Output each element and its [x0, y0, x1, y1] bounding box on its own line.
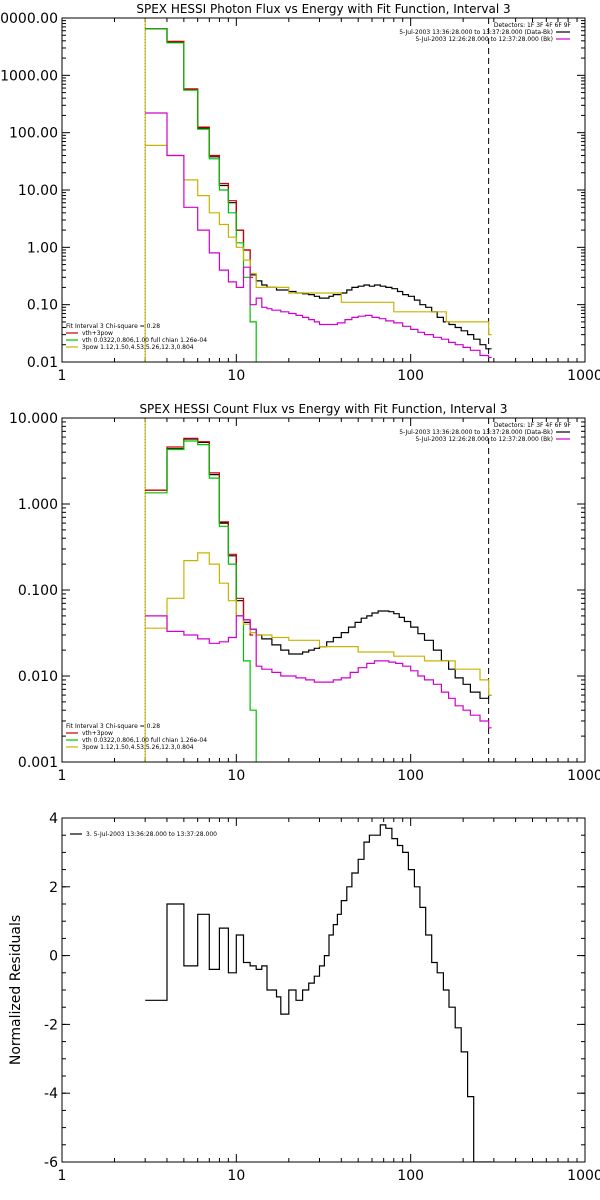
legend-label: vth+3pow: [82, 330, 113, 337]
plot-frame: [61, 417, 586, 763]
panel-1: SPEX HESSI Photon Flux vs Energy with Fi…: [0, 2, 600, 384]
y-tick-label: 10.00: [18, 183, 58, 199]
series-line-4: [145, 144, 492, 336]
panel-3: 1 10 100 1000 -6 -4 -2 0 2 4 Normalized Residuals 3…: [8, 811, 600, 1184]
series-line-2: [145, 437, 254, 636]
y-tick-label: 0.100: [18, 583, 58, 599]
x-tick-label: 1000: [567, 768, 600, 784]
x-tick-label: 1: [58, 1168, 67, 1184]
series-line-3: [145, 440, 257, 762]
header-text-2: 5-Jul-2003 13:36:28.000 to 13:37:28.000 …: [399, 29, 553, 36]
legend-title: Fit Interval 3 Chi-square = 0.28: [66, 723, 160, 730]
x-tick-label: 1: [58, 368, 67, 384]
header-text-1: Detectors: 1F 3F 4F 6F 9F: [494, 22, 572, 29]
header-text-3: 5-Jul-2003 12:26:28.000 to 12:37:28.000 …: [415, 36, 553, 43]
chart-title: SPEX HESSI Count Flux vs Energy with Fit…: [139, 402, 507, 416]
y-tick-label: 0.01: [27, 355, 58, 371]
y-tick-label: 4: [49, 811, 58, 827]
plot-area: [145, 824, 492, 1162]
plot-area: [144, 18, 492, 362]
x-tick-label: 100: [397, 368, 424, 384]
series-line-3: [145, 28, 257, 362]
y-tick-label: -4: [44, 1086, 58, 1102]
y-tick-label: 0.010: [18, 669, 58, 685]
plot-frame: [61, 817, 586, 1163]
legend-label: vth 0.0322,0.806,1.00 full chian 1.26e-0…: [82, 337, 207, 344]
legend-label: 3. 5-Jul-2003 13:36:28.000 to 13:37:28.0…: [86, 831, 217, 838]
x-tick-label: 10: [227, 768, 245, 784]
y-tick-label: -6: [44, 1155, 58, 1171]
legend-label: vth 0.0322,0.806,1.00 full chian 1.26e-0…: [82, 737, 207, 744]
chart-title: SPEX HESSI Photon Flux vs Energy with Fi…: [136, 2, 510, 16]
series-line-5: [145, 615, 492, 729]
legend-title: Fit Interval 3 Chi-square = 0.28: [66, 323, 160, 330]
y-tick-label: -2: [44, 1017, 58, 1033]
x-tick-label: 10: [227, 368, 245, 384]
x-tick-label: 1000: [567, 1168, 600, 1184]
y-tick-label: 1.00: [27, 240, 58, 256]
y-tick-label: 1.000: [18, 497, 58, 513]
series-line-1: [145, 438, 492, 699]
plot-area: [144, 418, 492, 762]
panel-2: SPEX HESSI Count Flux vs Energy with Fit…: [9, 402, 600, 784]
series-line-4: [145, 552, 492, 696]
plot-frame: [61, 17, 586, 363]
y-tick-label: 100.00: [9, 126, 58, 142]
y-tick-label: 2: [49, 880, 58, 896]
x-tick-label: 10: [227, 1168, 245, 1184]
y-tick-label: 0.001: [18, 755, 58, 771]
x-tick-label: 100: [397, 768, 424, 784]
x-tick-label: 100: [397, 1168, 424, 1184]
series-line-1: [145, 824, 492, 1162]
header-text-1: Detectors: 1F 3F 4F 6F 9F: [494, 422, 572, 429]
y-tick-label: 10.000: [9, 411, 58, 427]
legend-label: 3pow 1.12,1.50,4.53,5.26,12.3,0.804: [82, 744, 194, 751]
legend-label: vth+3pow: [82, 730, 113, 737]
legend-label: 3pow 1.12,1.50,4.53,5.26,12.3,0.804: [82, 344, 194, 351]
y-axis-label: Normalized Residuals: [8, 915, 24, 1065]
series-line-5: [145, 112, 492, 359]
y-tick-label: 0: [49, 949, 58, 965]
series-line-2: [145, 28, 254, 278]
y-tick-label: 0.10: [27, 298, 58, 314]
header-text-3: 5-Jul-2003 12:26:28.000 to 12:37:28.000 …: [415, 436, 553, 443]
header-text-2: 5-Jul-2003 13:36:28.000 to 13:37:28.000 …: [399, 429, 553, 436]
x-tick-label: 1: [58, 768, 67, 784]
x-tick-label: 1000: [567, 368, 600, 384]
y-tick-label: 1000.00: [0, 68, 58, 84]
